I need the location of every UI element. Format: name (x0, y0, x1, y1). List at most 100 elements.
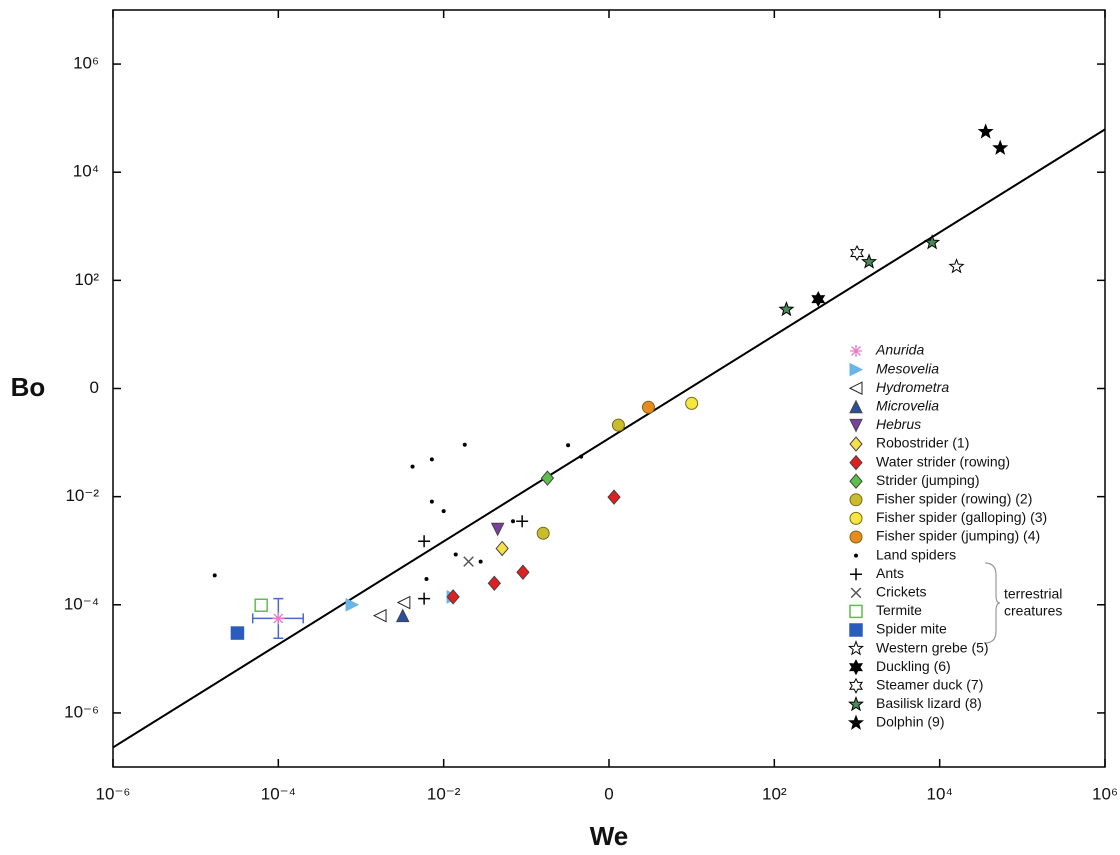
legend-marker (849, 493, 863, 507)
point (453, 552, 458, 557)
point (540, 470, 555, 486)
legend-label: Spider mite (876, 621, 947, 637)
point (850, 244, 864, 262)
legend-marker (850, 345, 862, 357)
legend-marker (847, 695, 865, 712)
point (272, 612, 285, 625)
point (418, 535, 431, 548)
legend-marker (849, 604, 863, 619)
legend-marker (849, 454, 863, 471)
legend-label: Hebrus (876, 416, 921, 432)
x-axis-title: We (590, 821, 629, 851)
point (424, 576, 429, 581)
bracket (984, 562, 1001, 644)
point (495, 540, 509, 557)
point (395, 608, 410, 623)
point (410, 464, 415, 469)
legend-marker (847, 640, 865, 656)
legend-label: Hydrometra (876, 379, 949, 395)
legend-label: Steamer duck (7) (876, 677, 983, 693)
x-tick-label: 10² (762, 784, 787, 803)
legend-marker (849, 623, 863, 637)
fit-line (112, 128, 1106, 749)
legend-label: Crickets (876, 584, 927, 600)
point (230, 626, 245, 640)
annotation: creatures (1004, 603, 1062, 619)
point (429, 457, 434, 462)
legend-label: Land spiders (876, 546, 956, 562)
point (418, 592, 431, 605)
legend-marker (854, 553, 858, 558)
point (254, 598, 268, 613)
legend-label: Fisher spider (rowing) (2) (876, 491, 1032, 507)
point (992, 139, 1009, 155)
point (607, 489, 621, 505)
legend-marker (849, 511, 863, 525)
point (487, 575, 501, 592)
x-tick-label: 10⁶ (1092, 784, 1118, 803)
point (516, 564, 530, 580)
x-tick-label: 10⁻² (427, 784, 461, 803)
legend-label: Water strider (rowing) (876, 453, 1010, 469)
point (536, 526, 550, 540)
point (641, 400, 655, 414)
y-tick-label: 10⁻⁴ (64, 594, 99, 613)
point (924, 234, 941, 250)
legend-label: Duckling (6) (876, 658, 951, 674)
point (478, 559, 483, 564)
x-tick-label: 0 (604, 784, 613, 803)
legend-label: Western grebe (5) (876, 639, 989, 655)
y-tick-label: 10⁶ (73, 54, 99, 73)
x-tick-label: 10⁻⁶ (96, 784, 131, 803)
point (948, 258, 965, 274)
point (396, 595, 411, 610)
point (977, 123, 994, 139)
point (811, 291, 826, 308)
legend-marker (848, 381, 863, 396)
legend-marker (849, 399, 863, 414)
legend-label: Mesovelia (876, 360, 939, 376)
point (861, 253, 878, 269)
point (579, 454, 584, 459)
legend-label: Microvelia (876, 398, 939, 414)
point (463, 556, 474, 567)
legend-label: Fisher spider (jumping) (4) (876, 528, 1040, 544)
legend-marker (849, 436, 863, 452)
point (446, 589, 460, 605)
x-tick-label: 10⁻⁴ (261, 784, 296, 803)
legend-label: Dolphin (9) (876, 714, 944, 730)
point (611, 418, 625, 432)
legend-marker (849, 473, 863, 489)
annotation: terrestrial (1004, 586, 1062, 602)
y-axis-title: Bo (11, 372, 46, 402)
point (516, 515, 529, 528)
legend-label: Anurida (875, 342, 924, 358)
y-tick-label: 0 (90, 378, 99, 397)
legend-marker (849, 659, 863, 676)
point (511, 519, 516, 524)
point (490, 522, 505, 537)
legend-marker (847, 714, 865, 730)
point (372, 608, 387, 623)
point (566, 443, 571, 448)
point (462, 442, 467, 447)
legend-marker (849, 418, 863, 433)
point (345, 597, 360, 612)
legend-marker (850, 587, 862, 599)
y-tick-label: 10² (74, 270, 99, 289)
legend-label: Ants (876, 565, 904, 581)
legend-marker (849, 677, 863, 694)
legend-label: Strider (jumping) (876, 472, 979, 488)
y-tick-label: 10⁻² (65, 486, 99, 505)
legend-label: Termite (876, 602, 922, 618)
point (441, 509, 446, 514)
y-tick-label: 10⁴ (73, 162, 99, 181)
point (212, 573, 217, 578)
point (685, 396, 699, 410)
legend-label: Basilisk lizard (8) (876, 695, 982, 711)
legend-marker (849, 362, 864, 377)
legend-marker (849, 530, 863, 544)
point (429, 499, 434, 504)
y-tick-label: 10⁻⁶ (64, 702, 99, 721)
